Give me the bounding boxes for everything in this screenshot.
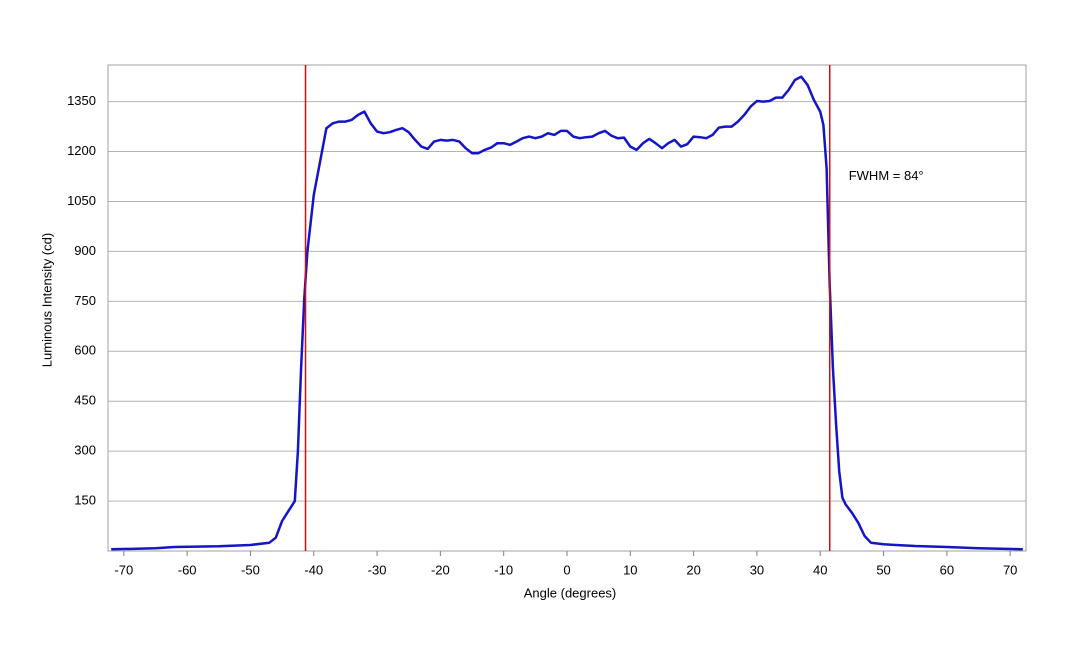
y-tick-label: 450 bbox=[74, 393, 96, 408]
x-tick-label: -60 bbox=[178, 562, 197, 577]
y-tick-label: 300 bbox=[74, 443, 96, 458]
data-line bbox=[111, 75, 1023, 551]
x-tick-label: 60 bbox=[940, 562, 954, 577]
annotation: FWHM = 84° bbox=[849, 168, 924, 183]
y-tick-label: 600 bbox=[74, 343, 96, 358]
y-tick-label: 750 bbox=[74, 293, 96, 308]
y-tick-label: 900 bbox=[74, 243, 96, 258]
x-tick-label: -10 bbox=[494, 562, 513, 577]
x-tick-label: -50 bbox=[241, 562, 260, 577]
x-tick-label: 30 bbox=[750, 562, 764, 577]
x-tick-label: 40 bbox=[813, 562, 827, 577]
x-tick-label: -20 bbox=[431, 562, 450, 577]
x-tick-label: -70 bbox=[114, 562, 133, 577]
y-tick-label: 1200 bbox=[67, 143, 96, 158]
x-tick-label: 20 bbox=[686, 562, 700, 577]
x-axis-label: Angle (degrees) bbox=[524, 585, 617, 600]
x-tick-label: 10 bbox=[623, 562, 637, 577]
y-tick-label: 150 bbox=[74, 493, 96, 508]
x-tick-label: -40 bbox=[304, 562, 323, 577]
y-axis-label: Luminous Intensity (cd) bbox=[39, 233, 54, 367]
x-tick-label: 0 bbox=[563, 562, 570, 577]
x-tick-label: -30 bbox=[368, 562, 387, 577]
x-tick-label: 70 bbox=[1003, 562, 1017, 577]
y-tick-label: 1050 bbox=[67, 193, 96, 208]
y-tick-label: 1350 bbox=[67, 93, 96, 108]
plot-border bbox=[107, 64, 1027, 552]
x-tick-label: 50 bbox=[876, 562, 890, 577]
